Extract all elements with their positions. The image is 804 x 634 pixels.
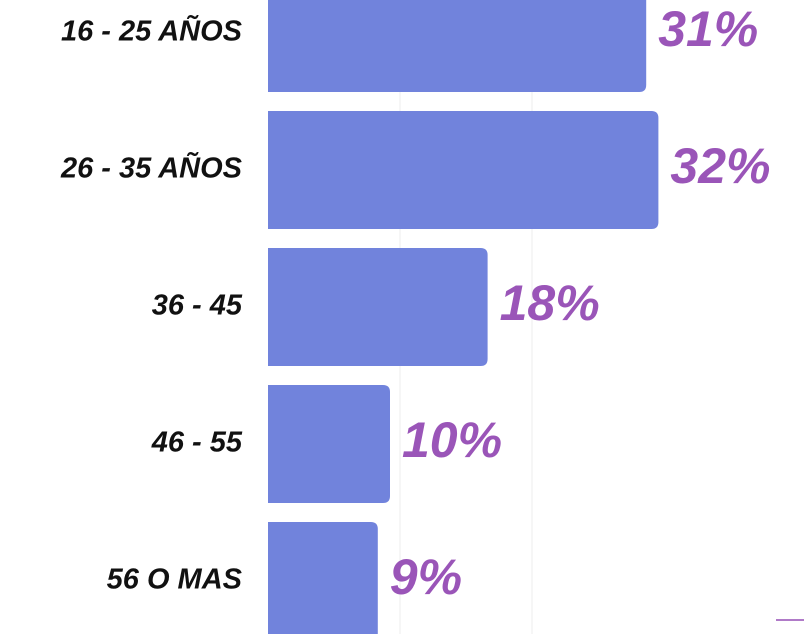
value-label: 9%: [390, 549, 462, 605]
category-label: 36 - 45: [152, 290, 243, 322]
bar: [268, 0, 647, 92]
category-label: 46 - 55: [151, 427, 243, 459]
category-label: 26 - 35 AÑOS: [60, 151, 243, 185]
category-label: 16 - 25 AÑOS: [61, 14, 243, 48]
value-label: 32%: [670, 138, 770, 194]
category-label: 56 O MAS: [107, 564, 243, 596]
bar: [268, 111, 659, 229]
bar: [268, 385, 390, 503]
value-label: 10%: [402, 412, 502, 468]
value-label: 18%: [500, 275, 600, 331]
bar: [268, 522, 378, 634]
value-label: 31%: [658, 1, 758, 57]
bar: [268, 248, 488, 366]
